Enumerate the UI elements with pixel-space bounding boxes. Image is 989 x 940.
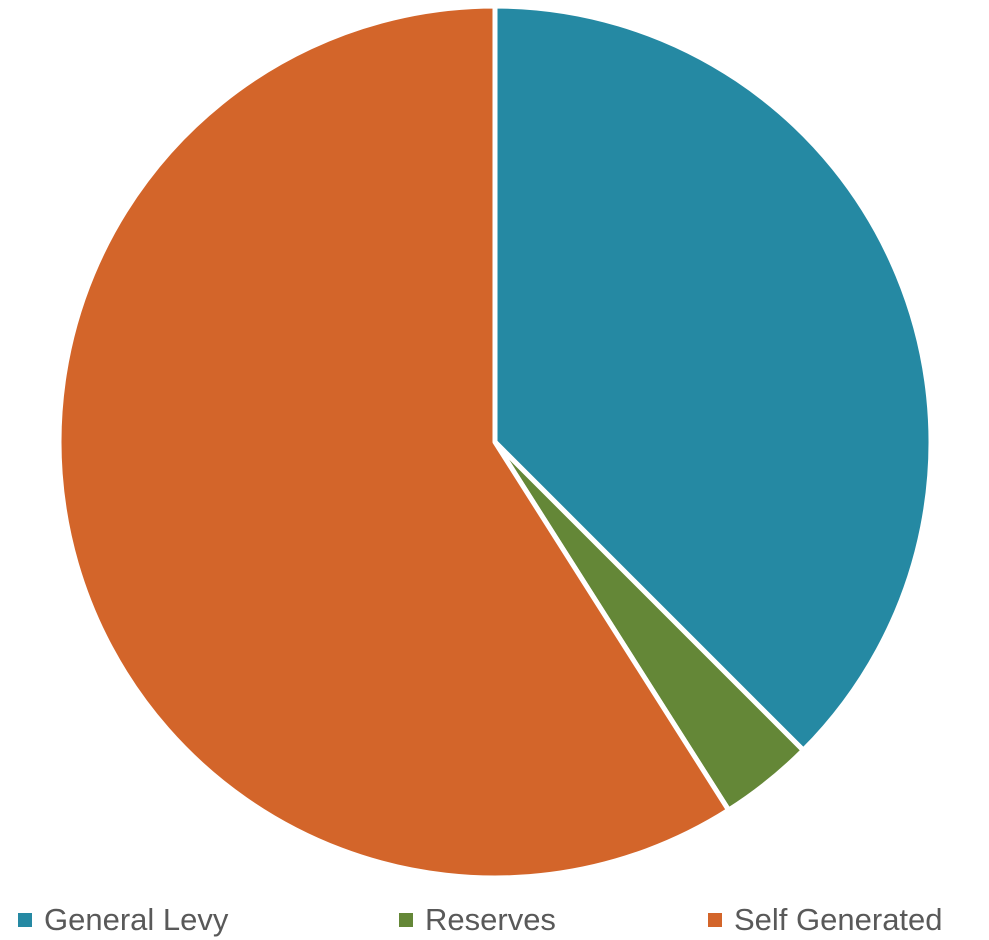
legend-label-reserves: Reserves (425, 902, 556, 937)
legend-swatch-general-levy (18, 913, 32, 927)
legend-swatch-self-generated (708, 913, 722, 927)
pie-slice-general-levy (492, 3, 934, 753)
legend-item-general-levy: General Levy (18, 902, 228, 938)
legend: General Levy Reserves Self Generated (0, 902, 989, 938)
legend-label-self-generated: Self Generated (734, 902, 943, 937)
legend-label-general-levy: General Levy (44, 902, 229, 937)
pie-plot-area (56, 3, 934, 881)
pie-slice-self-generated (56, 3, 732, 881)
legend-item-self-generated: Self Generated (708, 902, 943, 938)
legend-swatch-reserves (399, 913, 413, 927)
legend-item-reserves: Reserves (399, 902, 556, 938)
